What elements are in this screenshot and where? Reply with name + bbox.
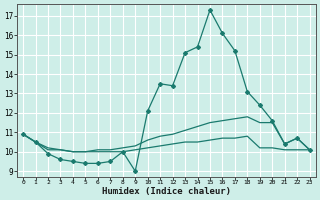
X-axis label: Humidex (Indice chaleur): Humidex (Indice chaleur)	[102, 187, 231, 196]
